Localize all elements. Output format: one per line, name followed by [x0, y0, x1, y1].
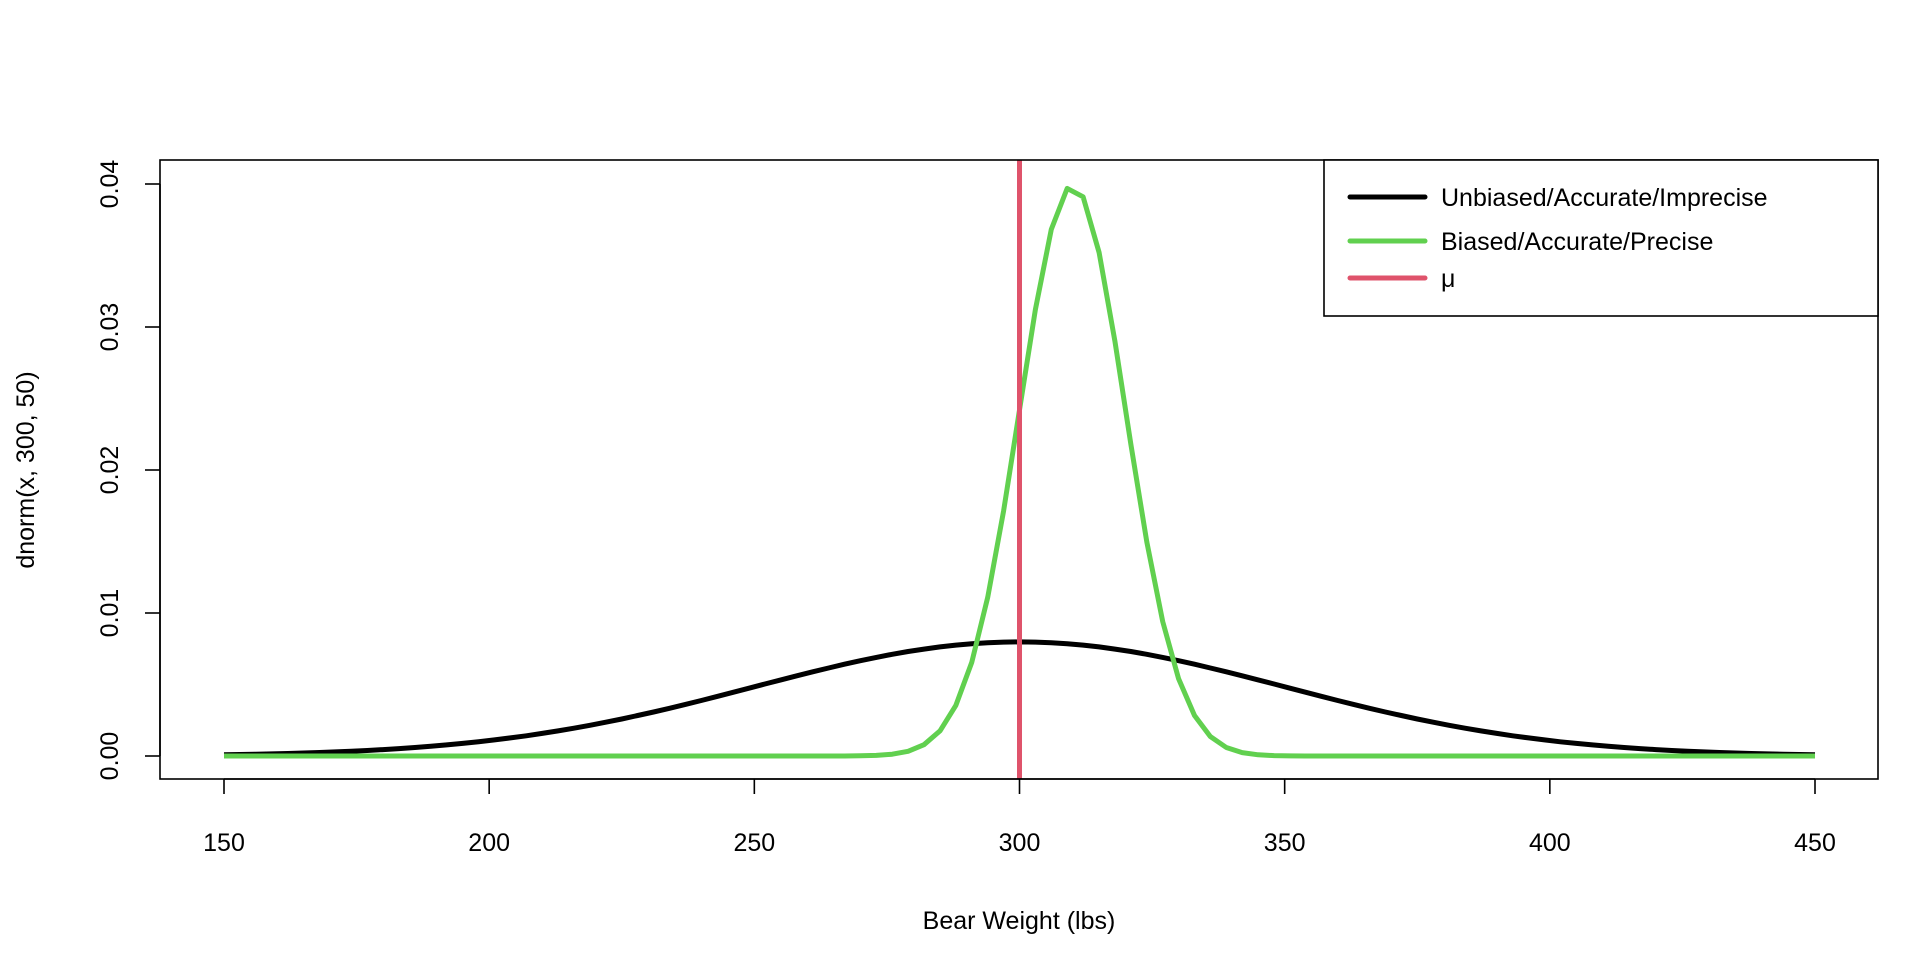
x-tick-label: 300	[999, 829, 1041, 857]
y-tick-label: 0.01	[96, 589, 124, 638]
legend-label: Biased/Accurate/Precise	[1441, 228, 1713, 256]
y-axis: 0.00 0.01 0.02 0.03 0.04	[96, 160, 161, 781]
legend-item: Biased/Accurate/Precise	[1347, 228, 1713, 256]
x-tick-label: 350	[1264, 829, 1306, 857]
legend: Unbiased/Accurate/Imprecise Biased/Accura…	[1323, 159, 1879, 317]
x-tick-label: 150	[203, 829, 245, 857]
legend-item: Unbiased/Accurate/Imprecise	[1347, 184, 1768, 212]
y-tick-label: 0.02	[96, 446, 124, 495]
y-axis-label: dnorm(x, 300, 50)	[12, 371, 40, 568]
plot-area	[223, 160, 1816, 779]
y-tick-label: 0.00	[96, 732, 124, 781]
legend-item: μ	[1347, 265, 1455, 293]
x-tick-label: 250	[733, 829, 775, 857]
x-axis: 150 200 250 300 350 400 450	[203, 778, 1836, 857]
y-tick-label: 0.03	[96, 303, 124, 352]
x-axis-label: Bear Weight (lbs)	[923, 907, 1116, 935]
legend-label: Unbiased/Accurate/Imprecise	[1441, 184, 1768, 212]
legend-box	[1323, 159, 1879, 317]
x-tick-label: 400	[1529, 829, 1571, 857]
legend-label: μ	[1441, 265, 1455, 293]
x-tick-label: 200	[468, 829, 510, 857]
y-tick-label: 0.04	[96, 160, 124, 209]
x-tick-label: 450	[1794, 829, 1836, 857]
